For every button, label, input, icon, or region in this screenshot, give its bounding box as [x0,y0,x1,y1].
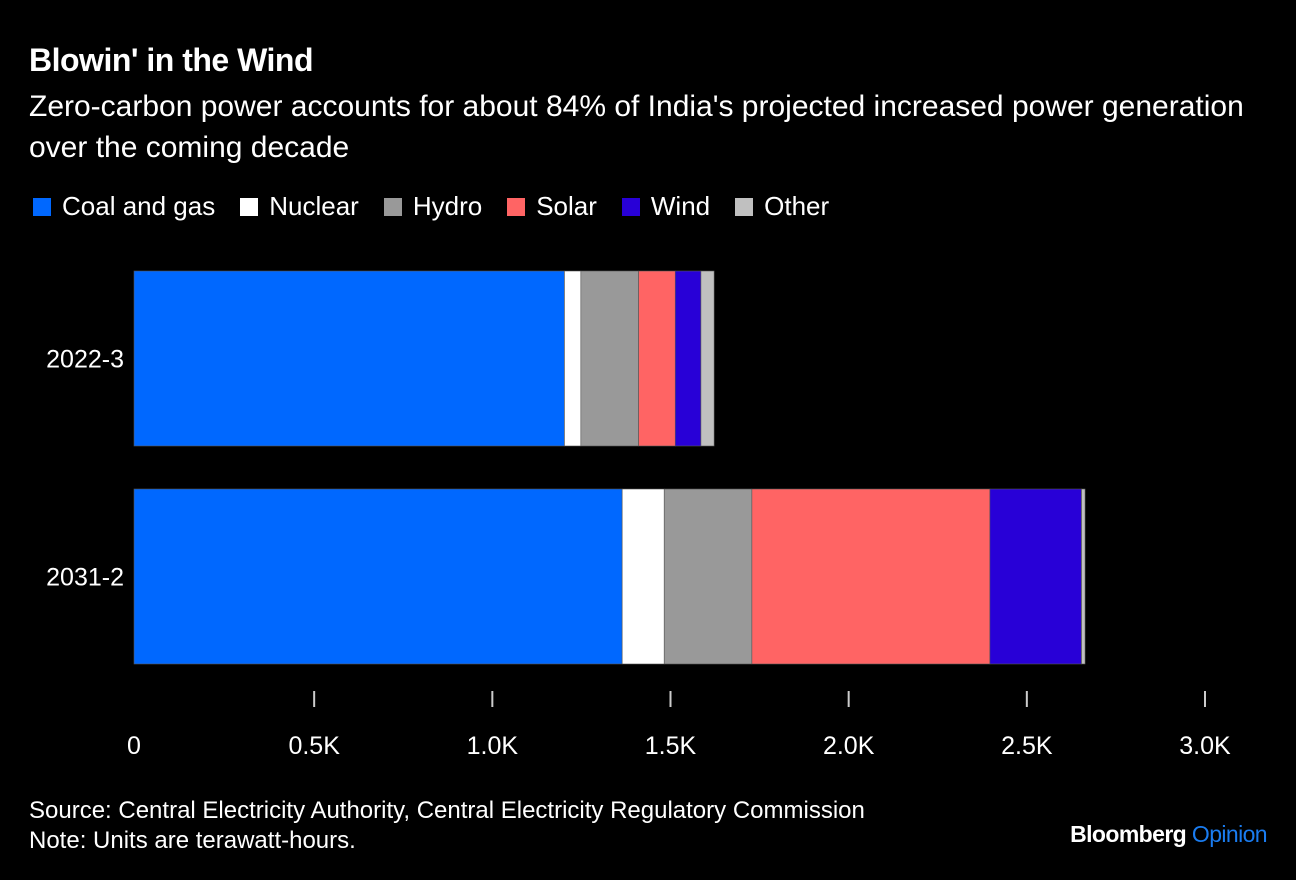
legend-label: Coal and gas [62,191,216,221]
bar-segment-hydro [663,488,753,665]
x-tick-label: 2.5K [1001,732,1053,760]
legend-swatch [33,197,51,216]
x-tick-label: 3.0K [1179,732,1231,760]
legend: Coal and gas Nuclear Hydro Solar Wind Other [33,191,854,222]
legend-label: Wind [650,191,711,221]
bar-segment-other [700,270,715,447]
brand-main: Bloomberg [1070,821,1187,847]
legend-swatch [507,197,526,216]
bar-segment-hydro [580,270,639,447]
legend-swatch [735,197,754,216]
category-label: 2031-2 [46,564,124,592]
x-tick-label: 1.0K [467,732,519,760]
category-label: 2022-3 [46,346,124,374]
legend-item: Wind [621,191,711,222]
bar-segment-coal-and-gas [133,270,565,447]
chart-title: Blowin' in the Wind [29,42,314,78]
footer-notes: Source: Central Electricity Authority, C… [29,796,865,856]
chart-subtitle: Zero-carbon power accounts for about 84%… [29,90,1244,164]
legend-item: Solar [507,191,597,222]
x-tick-label: 0 [127,732,141,760]
x-tick-label: 1.5K [645,732,697,760]
source-text: Source: Central Electricity Authority, C… [29,797,865,824]
legend-item: Nuclear [240,191,359,222]
legend-item: Other [735,191,829,222]
note-text: Note: Units are terawatt-hours. [29,827,356,854]
legend-label: Solar [536,191,597,221]
brand-logo: Bloomberg Opinion [1070,821,1267,848]
bar-segment-nuclear [621,488,665,665]
legend-item: Hydro [383,191,483,222]
legend-label: Hydro [412,191,483,221]
bar-segment-solar [751,488,991,665]
brand-sub: Opinion [1191,821,1268,847]
legend-swatch [240,197,259,216]
legend-swatch [383,197,402,216]
x-tick-label: 2.0K [823,732,875,760]
legend-label: Other [764,191,830,221]
bar-segment-coal-and-gas [133,488,623,665]
legend-swatch [621,197,640,216]
legend-label: Nuclear [269,191,359,221]
legend-item: Coal and gas [33,191,215,222]
bar-segment-nuclear [564,270,582,447]
bar-segment-wind [989,488,1082,665]
x-tick-label: 0.5K [288,732,340,760]
bar-segment-solar [638,270,676,447]
bar-segment-other [1081,488,1086,665]
bar-segment-wind [674,270,702,447]
